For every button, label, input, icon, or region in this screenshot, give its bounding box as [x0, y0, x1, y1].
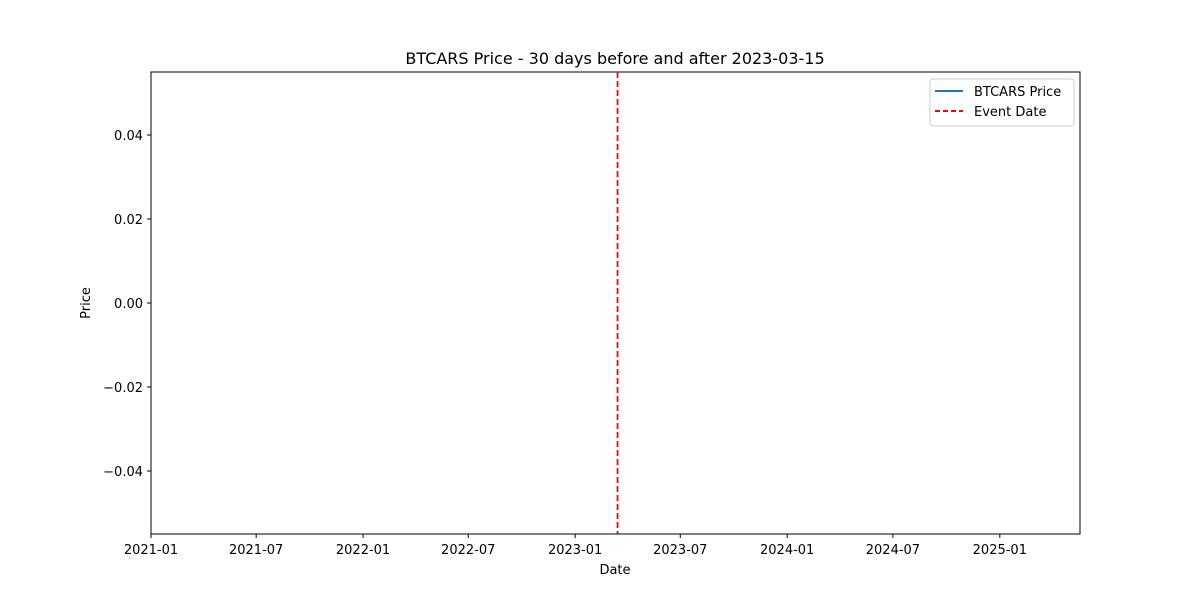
x-tick-label: 2024-01: [760, 543, 814, 558]
y-axis: 0.04 0.02 0.00 −0.02 −0.04: [103, 129, 151, 480]
legend-box: [929, 78, 1075, 127]
y-tick-label: 0.04: [114, 129, 143, 144]
y-tick-label: 0.00: [114, 297, 143, 312]
legend: BTCARS Price Event Date: [929, 78, 1075, 127]
y-tick-label: −0.04: [103, 465, 143, 480]
x-tick-label: 2022-07: [441, 543, 495, 558]
legend-label-btcars-price: BTCARS Price: [974, 85, 1061, 100]
plot-area: [150, 71, 1081, 535]
x-tick-label: 2024-07: [866, 543, 920, 558]
x-tick-label: 2022-01: [336, 543, 390, 558]
y-axis-label: Price: [79, 287, 94, 319]
x-tick-label: 2021-01: [124, 543, 178, 558]
y-tick-label: 0.02: [114, 213, 143, 228]
x-tick-label: 2023-01: [548, 543, 602, 558]
plot-frame: [150, 71, 1081, 535]
y-tick-label: −0.02: [103, 381, 143, 396]
legend-label-event-date: Event Date: [974, 105, 1046, 120]
x-tick-label: 2021-07: [229, 543, 283, 558]
x-axis-label: Date: [599, 563, 630, 578]
chart-title: BTCARS Price - 30 days before and after …: [405, 49, 824, 68]
x-tick-label: 2025-01: [973, 543, 1027, 558]
x-tick-label: 2023-07: [653, 543, 707, 558]
x-axis: 2021-01 2021-07 2022-01 2022-07 2023-01 2023-…: [124, 534, 1027, 558]
